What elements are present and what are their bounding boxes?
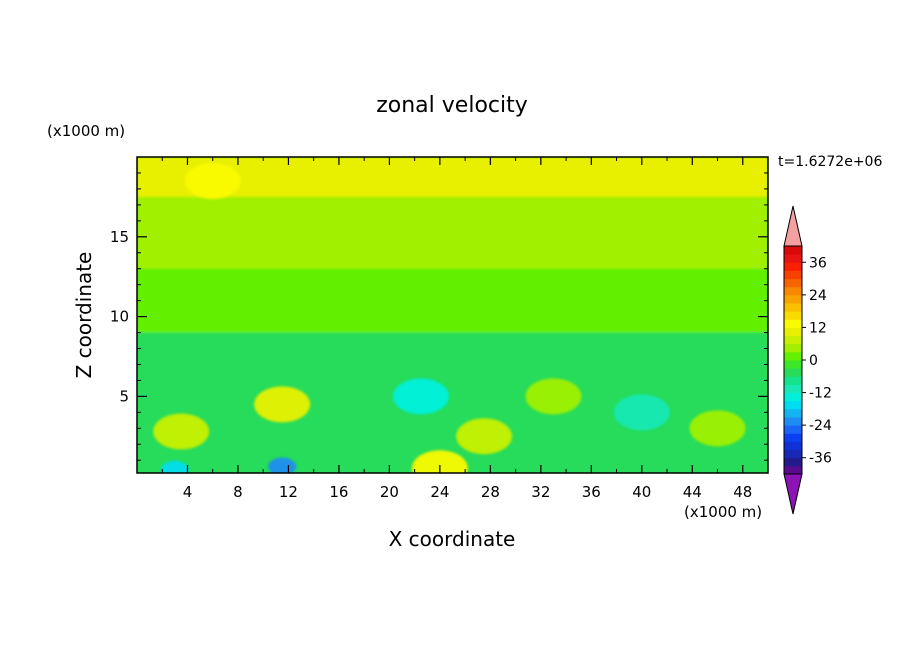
x-tick-label: 12 — [279, 483, 298, 501]
colorbar-swatch — [784, 408, 802, 418]
x-tick-label: 40 — [632, 483, 651, 501]
x-tick-label: 24 — [430, 483, 449, 501]
x-axis-label: X coordinate — [389, 527, 516, 551]
field-feature — [689, 410, 746, 447]
colorbar-swatch — [784, 303, 802, 312]
x-tick-label: 36 — [582, 483, 601, 501]
colorbar: 36 24 12 0 -12 -24 -36 — [783, 205, 832, 515]
field-feature — [456, 418, 513, 455]
colorbar-swatch — [784, 392, 802, 402]
x-tick-label: 28 — [481, 483, 500, 501]
y-tick-label: 10 — [110, 308, 129, 326]
x-tick-label: 8 — [233, 483, 243, 501]
x-tick-label: 16 — [329, 483, 348, 501]
field-feature — [254, 386, 311, 423]
field-features — [153, 162, 746, 473]
colorbar-swatch — [784, 465, 802, 475]
colorbar-tick-label: 36 — [809, 255, 827, 271]
field-band — [137, 157, 768, 197]
colorbar-swatch — [784, 384, 802, 394]
field-feature — [184, 162, 241, 199]
x-unit-label: (x1000 m) — [684, 503, 762, 521]
x-tick-label: 48 — [733, 483, 752, 501]
colorbar-swatch — [784, 262, 802, 271]
colorbar-swatch — [784, 278, 802, 288]
x-tick-label: 44 — [683, 483, 702, 501]
plot-frame — [136, 156, 769, 474]
chart-title: zonal velocity — [376, 93, 528, 118]
colorbar-tick-label: 0 — [809, 353, 818, 369]
colorbar-swatch — [784, 457, 802, 467]
field-bands — [137, 157, 768, 473]
field-feature — [268, 457, 297, 473]
colorbar-tick-label: 24 — [809, 288, 827, 304]
colorbar-under-arrow — [783, 473, 803, 515]
field-band — [137, 268, 768, 333]
colorbar-swatch — [784, 360, 802, 369]
contour-field — [137, 157, 768, 473]
colorbar-swatch — [784, 327, 802, 337]
colorbar-tick-label: -36 — [809, 451, 832, 467]
colorbar-swatch — [784, 343, 802, 353]
x-tick-label: 4 — [183, 483, 193, 501]
y-tick-label: 5 — [119, 387, 129, 405]
field-feature — [525, 378, 582, 415]
field-feature — [411, 450, 468, 473]
colorbar-tick-label: -12 — [809, 386, 832, 402]
x-tick-label: 32 — [531, 483, 550, 501]
field-band — [137, 332, 768, 397]
field-feature — [613, 394, 670, 431]
field-band — [137, 196, 768, 269]
colorbar-swatch — [784, 294, 802, 304]
colorbar-swatch — [784, 400, 802, 410]
colorbar-swatch — [784, 449, 802, 459]
colorbar-swatch — [784, 368, 802, 377]
colorbar-swatch — [784, 311, 802, 320]
colorbar-swatch — [784, 254, 802, 263]
field-feature — [392, 378, 449, 415]
colorbar-swatch — [784, 319, 802, 328]
colorbar-over-arrow — [783, 205, 803, 247]
x-tick-label: 20 — [380, 483, 399, 501]
colorbar-swatch — [784, 425, 802, 434]
colorbar-swatch — [784, 417, 802, 426]
colorbar-tick-label: 12 — [809, 320, 827, 336]
x-axis: 4 8 12 16 20 24 28 32 36 40 44 48 — [161, 157, 752, 501]
colorbar-swatch — [784, 246, 802, 255]
colorbar-swatch — [784, 286, 802, 296]
colorbar-swatch — [784, 351, 802, 361]
y-axis: 5 10 15 — [110, 172, 768, 461]
colorbar-swatch — [784, 270, 802, 280]
field-feature — [160, 460, 189, 473]
y-unit-label: (x1000 m) — [47, 122, 125, 140]
y-tick-label: 15 — [110, 228, 129, 246]
colorbar-swatch — [784, 335, 802, 345]
colorbar-swatch — [784, 376, 802, 385]
colorbar-tick-label: -24 — [809, 418, 832, 434]
colorbar-swatch — [784, 433, 802, 442]
y-axis-label: Z coordinate — [72, 252, 96, 379]
time-label: t=1.6272e+06 — [778, 154, 882, 170]
field-feature — [153, 413, 210, 450]
colorbar-swatch — [784, 441, 802, 451]
